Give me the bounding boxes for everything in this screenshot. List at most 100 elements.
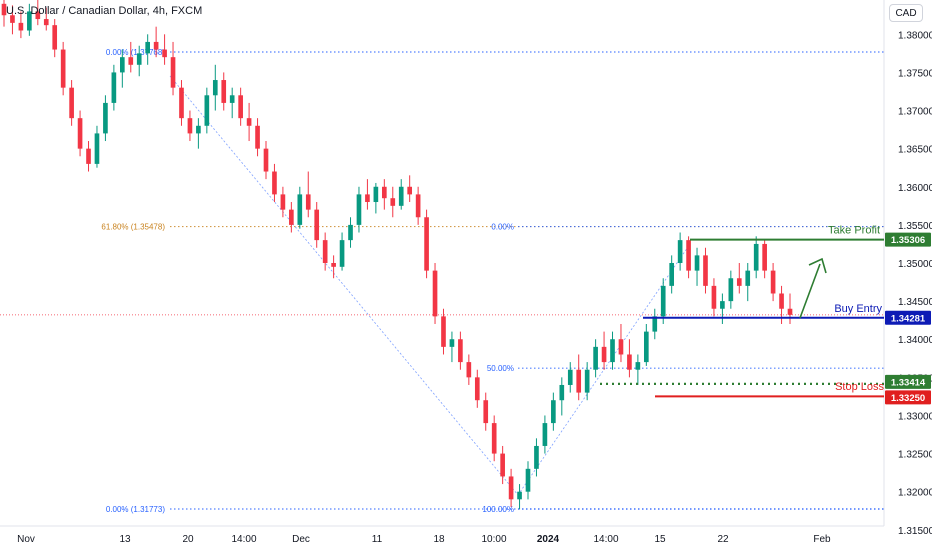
fib-level-label: 61.80% (1.35478) bbox=[101, 223, 165, 232]
candle-body bbox=[508, 476, 514, 500]
fib-level-label: 100.00% bbox=[482, 505, 514, 514]
price-badge-label: 1.35306 bbox=[891, 235, 925, 246]
candle-body bbox=[618, 339, 624, 355]
candle-body bbox=[576, 369, 582, 393]
candle-body bbox=[542, 423, 548, 446]
candle-body bbox=[204, 95, 210, 126]
x-tick-label: Feb bbox=[813, 534, 831, 545]
y-tick-label: 1.36000 bbox=[898, 183, 932, 194]
candle-body bbox=[407, 186, 413, 195]
candle-body bbox=[280, 194, 286, 210]
candle-body bbox=[111, 72, 117, 103]
y-tick-label: 1.34000 bbox=[898, 335, 932, 346]
candle-body bbox=[322, 240, 328, 263]
y-tick-label: 1.34500 bbox=[898, 297, 932, 308]
candle-body bbox=[255, 125, 260, 149]
candle-body bbox=[212, 80, 218, 96]
y-tick-label: 1.38000 bbox=[898, 30, 932, 41]
candle-body bbox=[398, 186, 404, 206]
candle-body bbox=[35, 11, 41, 20]
candle-body bbox=[720, 301, 725, 309]
buy-entry-label: Buy Entry bbox=[834, 303, 882, 315]
x-tick-label: 20 bbox=[182, 534, 194, 545]
candle-body bbox=[449, 339, 455, 347]
fib-level-label: 50.00% bbox=[487, 364, 514, 373]
x-tick-label: 13 bbox=[119, 534, 131, 545]
candle-body bbox=[491, 423, 497, 454]
candle-body bbox=[745, 270, 751, 286]
candle-body bbox=[390, 198, 396, 206]
candle-body bbox=[534, 445, 539, 469]
chart-title: U.S. Dollar / Canadian Dollar, 4h, FXCM bbox=[6, 5, 203, 17]
x-tick-label: 18 bbox=[433, 534, 445, 545]
price-badge-label: 1.34281 bbox=[891, 313, 926, 324]
x-tick-label: 2024 bbox=[537, 534, 560, 545]
candle-body bbox=[373, 186, 379, 203]
candle-body bbox=[27, 11, 32, 31]
candle-body bbox=[60, 49, 66, 88]
candle-body bbox=[559, 384, 565, 401]
y-tick-label: 1.31500 bbox=[898, 526, 932, 537]
candle-body bbox=[728, 278, 734, 302]
candle-body bbox=[238, 95, 243, 119]
candle-body bbox=[424, 217, 429, 271]
candle-body bbox=[305, 194, 311, 210]
candle-body bbox=[762, 243, 767, 271]
x-tick-label: Nov bbox=[17, 534, 35, 545]
projection-arrowhead bbox=[808, 257, 827, 274]
candle-body bbox=[52, 25, 58, 50]
x-tick-label: 22 bbox=[717, 534, 729, 545]
take-profit-label: Take Profit bbox=[828, 225, 880, 237]
candle-body bbox=[500, 453, 505, 477]
fib-level-label: 0.00% (1.37768) bbox=[106, 48, 165, 57]
candle-body bbox=[703, 255, 708, 286]
candle-body bbox=[221, 80, 227, 103]
candle-body bbox=[441, 316, 446, 347]
candle-body bbox=[432, 270, 438, 317]
candle-body bbox=[187, 118, 193, 134]
candle-body bbox=[686, 240, 691, 271]
candle-body bbox=[86, 148, 91, 164]
price-badge-bg bbox=[885, 390, 931, 405]
y-tick-label: 1.36500 bbox=[898, 145, 932, 156]
candle-body bbox=[770, 270, 776, 294]
candle-body bbox=[635, 362, 641, 370]
fib-trendline bbox=[169, 75, 519, 496]
candle-body bbox=[18, 22, 24, 31]
candle-body bbox=[584, 369, 590, 393]
candle-body bbox=[593, 346, 598, 370]
candle-body bbox=[331, 263, 336, 267]
candle-body bbox=[10, 15, 15, 23]
candle-body bbox=[474, 377, 480, 401]
candle-body bbox=[128, 57, 134, 65]
currency-button[interactable]: CAD bbox=[889, 4, 923, 22]
candle-body bbox=[779, 293, 784, 309]
candle-body bbox=[179, 87, 184, 119]
price-badge-label: 1.33414 bbox=[891, 377, 926, 388]
candle-body bbox=[669, 263, 675, 286]
candle-body bbox=[365, 194, 370, 203]
price-badge-bg bbox=[885, 310, 931, 325]
candle-body bbox=[601, 346, 607, 363]
x-tick-label: 14:00 bbox=[593, 534, 618, 545]
y-tick-label: 1.37500 bbox=[898, 68, 932, 79]
x-tick-label: 10:00 bbox=[481, 534, 506, 545]
candle-body bbox=[339, 240, 345, 267]
candle-body bbox=[162, 49, 167, 58]
x-tick-label: 11 bbox=[372, 534, 383, 545]
x-tick-label: Dec bbox=[292, 534, 310, 545]
candle-body bbox=[652, 316, 658, 332]
candle-body bbox=[103, 102, 108, 134]
fib-level-label: 0.00% (1.31773) bbox=[106, 505, 165, 514]
candle-body bbox=[711, 285, 717, 309]
y-tick-label: 1.32500 bbox=[898, 450, 932, 461]
candle-body bbox=[356, 194, 362, 225]
candle-body bbox=[263, 148, 269, 172]
candle-body bbox=[736, 278, 742, 286]
candle-body bbox=[415, 194, 421, 218]
candle-body bbox=[289, 209, 294, 225]
x-tick-label: 15 bbox=[654, 534, 666, 545]
candle-body bbox=[1, 3, 7, 16]
